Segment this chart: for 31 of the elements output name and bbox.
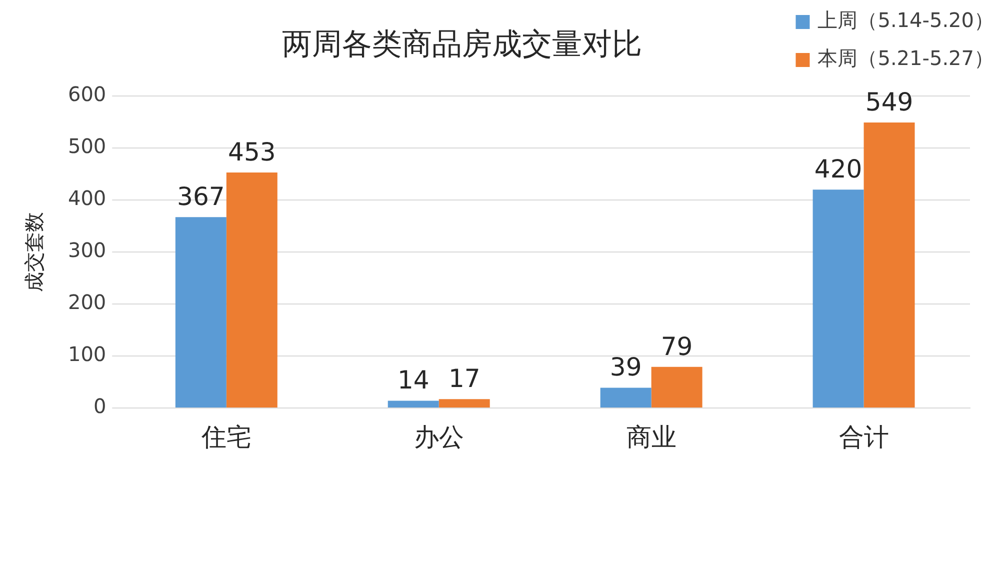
data-label: 367: [177, 182, 225, 212]
chart-title: 两周各类商品房成交量对比: [282, 26, 642, 62]
bar: [651, 366, 702, 408]
y-tick-label: 400: [68, 186, 106, 210]
x-tick-label: 商业: [626, 422, 676, 452]
legend-label: 上周（5.14-5.20）: [818, 8, 994, 32]
bar: [175, 217, 226, 408]
legend-label: 本周（5.21-5.27）: [818, 46, 994, 70]
data-label: 14: [397, 366, 430, 395]
bar: [600, 388, 652, 408]
y-tick-label: 500: [68, 134, 106, 158]
data-label: 79: [660, 332, 693, 361]
bar: [388, 400, 439, 408]
data-label: 453: [228, 137, 276, 166]
y-tick-label: 300: [68, 238, 106, 262]
y-axis-title: 成交套数: [22, 212, 46, 292]
y-tick-label: 0: [93, 394, 106, 418]
data-label: 549: [865, 88, 914, 117]
bar: [864, 122, 915, 408]
x-tick-label: 住宅: [200, 422, 252, 452]
y-tick-label: 200: [68, 290, 106, 314]
bar: [438, 399, 490, 408]
data-label: 420: [814, 154, 862, 184]
data-label: 39: [610, 352, 642, 382]
bar: [812, 190, 864, 408]
data-label: 17: [448, 364, 480, 394]
x-tick-label: 合计: [838, 422, 889, 452]
x-tick-label: 办公: [414, 422, 464, 452]
y-tick-label: 600: [68, 82, 106, 106]
y-tick-label: 100: [68, 342, 106, 366]
bar: [226, 172, 278, 408]
